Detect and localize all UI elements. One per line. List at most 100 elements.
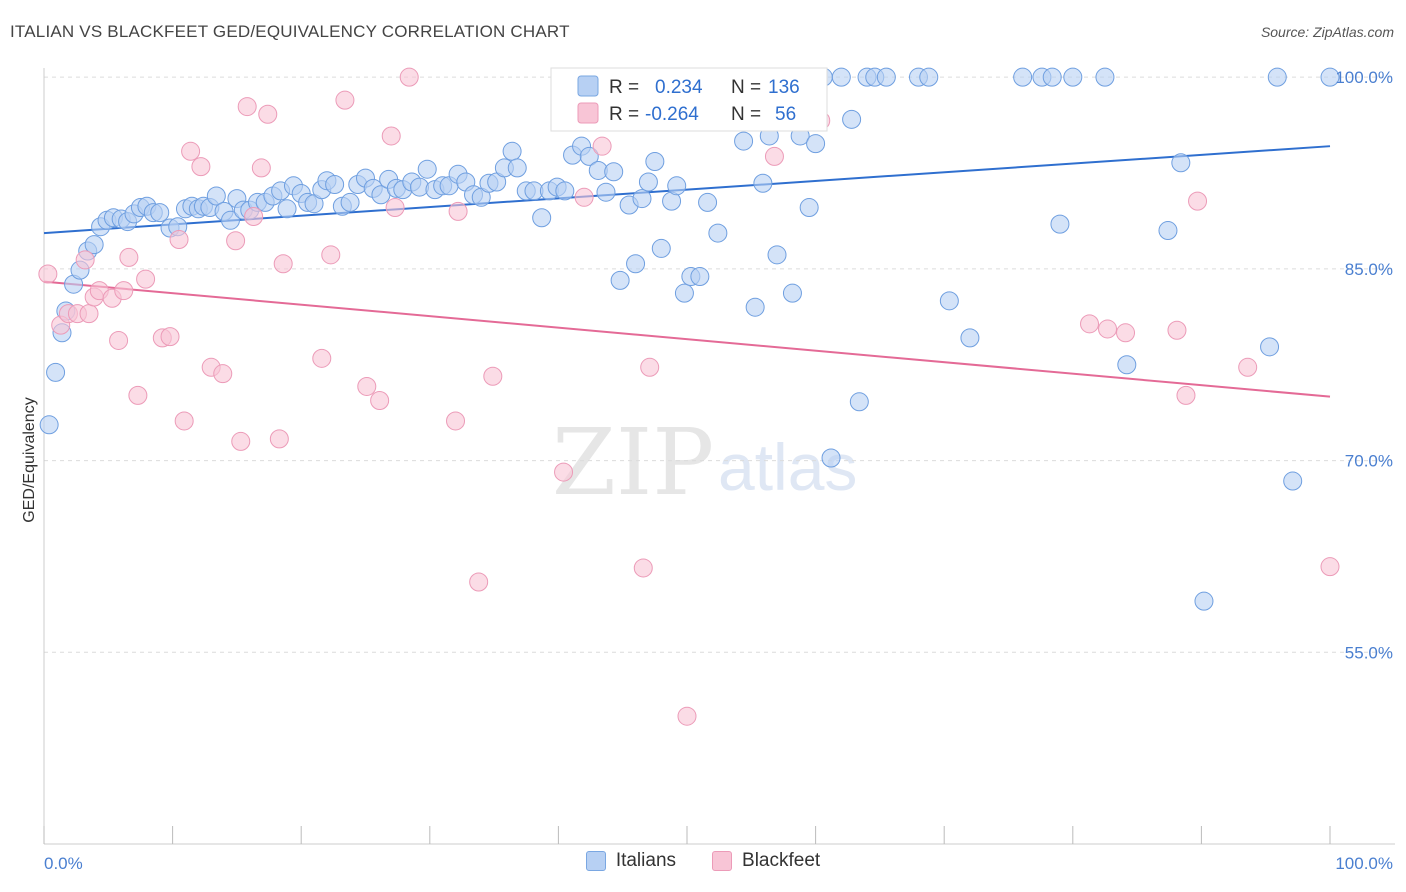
data-point	[160, 327, 180, 347]
legend-n-value-blackfeet: 56	[775, 104, 796, 125]
legend-n-label-italians: N =	[731, 77, 761, 98]
data-points	[38, 67, 1340, 726]
data-point	[321, 245, 341, 265]
watermark: ZIP atlas	[552, 409, 857, 516]
legend-label: Italians	[615, 850, 677, 871]
legend-label: Blackfeet	[742, 850, 821, 871]
watermark-zip: ZIP	[552, 409, 714, 516]
watermark-atlas: atlas	[718, 430, 857, 504]
data-point	[842, 109, 862, 129]
data-point	[592, 136, 612, 156]
data-point	[1194, 591, 1214, 611]
data-point	[46, 362, 66, 382]
data-point	[231, 431, 251, 451]
data-point	[357, 376, 377, 396]
data-point	[821, 448, 841, 468]
data-point	[708, 223, 728, 243]
data-point	[1042, 67, 1062, 87]
data-point	[109, 330, 129, 350]
data-point	[651, 238, 671, 258]
data-point	[1320, 557, 1340, 577]
data-point	[38, 264, 58, 284]
data-point	[1098, 319, 1118, 339]
data-point	[1188, 191, 1208, 211]
data-point	[448, 201, 468, 221]
data-point	[638, 172, 658, 192]
data-point	[1063, 67, 1083, 87]
data-point	[226, 231, 246, 251]
data-point	[370, 391, 390, 411]
data-point	[596, 182, 616, 202]
data-point	[677, 706, 697, 726]
data-point	[483, 366, 503, 386]
legend-r-label-italians: R =	[609, 77, 639, 98]
y-tick-labels: 100.0% 85.0% 70.0% 55.0%	[1335, 68, 1393, 662]
data-point	[782, 283, 802, 303]
legend-r-label-blackfeet: R =	[609, 104, 639, 125]
data-point	[237, 97, 257, 117]
data-point	[119, 247, 139, 267]
data-point	[1050, 214, 1070, 234]
data-point	[667, 176, 687, 196]
data-point	[446, 411, 466, 431]
data-point	[325, 175, 345, 195]
data-point	[745, 297, 765, 317]
data-point	[799, 198, 819, 218]
data-point	[213, 364, 233, 384]
data-point	[220, 210, 240, 230]
data-point	[169, 229, 189, 249]
data-point	[1116, 323, 1136, 343]
legend-item-blackfeet[interactable]: Blackfeet	[712, 850, 820, 872]
legend-r-value-blackfeet: -0.264	[645, 104, 699, 125]
data-point	[150, 203, 170, 223]
data-point	[939, 291, 959, 311]
chart-title: ITALIAN VS BLACKFEET GED/EQUIVALENCY COR…	[10, 22, 570, 41]
y-axis-title: GED/Equivalency	[21, 397, 38, 522]
data-point	[114, 281, 134, 301]
data-point	[128, 385, 148, 405]
data-point	[674, 283, 694, 303]
data-point	[417, 159, 437, 179]
data-point	[633, 558, 653, 578]
legend-item-italians[interactable]: Italians	[585, 850, 677, 872]
legend-swatch-blackfeet	[577, 102, 599, 124]
data-point	[1167, 320, 1187, 340]
data-point	[136, 269, 156, 289]
data-point	[876, 67, 896, 87]
data-point	[75, 250, 95, 270]
source-credit: Source: ZipAtlas.com	[1260, 24, 1394, 40]
data-point	[39, 415, 59, 435]
trend-line-blackfeet	[43, 280, 1331, 398]
y-tick-label: 55.0%	[1345, 643, 1393, 662]
top-legend[interactable]: R = 0.234 N = 136 R = -0.264 N = 56	[550, 67, 828, 132]
y-tick-label: 70.0%	[1345, 452, 1393, 471]
data-point	[1238, 357, 1258, 377]
data-point	[1158, 221, 1178, 241]
data-point	[690, 267, 710, 287]
data-point	[1320, 67, 1340, 87]
data-point	[640, 357, 660, 377]
data-point	[734, 131, 754, 151]
data-point	[610, 270, 630, 290]
axes	[43, 68, 1395, 845]
data-point	[604, 162, 624, 182]
data-point	[554, 462, 574, 482]
data-point	[555, 181, 575, 201]
data-point	[632, 189, 652, 209]
data-point	[206, 186, 226, 206]
y-tick-label: 85.0%	[1345, 260, 1393, 279]
data-point	[960, 328, 980, 348]
data-point	[399, 67, 419, 87]
data-point	[381, 126, 401, 146]
data-point	[174, 411, 194, 431]
data-point	[1013, 67, 1033, 87]
gridlines	[44, 76, 1395, 653]
data-point	[273, 254, 293, 274]
data-point	[244, 206, 264, 226]
data-point	[919, 67, 939, 87]
data-point	[753, 173, 773, 193]
data-point	[1267, 67, 1287, 87]
data-point	[806, 134, 826, 154]
data-point	[335, 90, 355, 110]
legend-n-label-blackfeet: N =	[731, 104, 761, 125]
